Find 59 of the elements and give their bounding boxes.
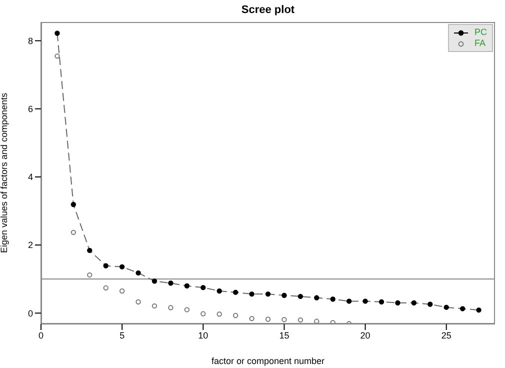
- point: [298, 294, 304, 300]
- point: [476, 307, 482, 313]
- x-axis-title: factor or component number: [211, 356, 325, 366]
- point: [70, 202, 76, 208]
- x-tick-label: 5: [120, 330, 125, 340]
- point: [444, 304, 449, 310]
- point: [70, 230, 76, 236]
- y-tick-label: 0: [28, 308, 33, 318]
- point: [460, 306, 466, 312]
- y-axis-title: Eigen values of factors and components: [0, 92, 10, 253]
- chart-title: Scree plot: [240, 4, 296, 16]
- x-tick-label: 10: [198, 330, 208, 340]
- point: [168, 305, 174, 310]
- x-tick-label: 0: [38, 330, 44, 340]
- point: [282, 292, 287, 298]
- point: [200, 311, 206, 316]
- y-tick-label: 8: [28, 36, 33, 46]
- point: [428, 302, 433, 307]
- point: [184, 307, 190, 312]
- point: [378, 299, 384, 304]
- point: [136, 299, 141, 304]
- point: [265, 316, 271, 322]
- y-tick-label: 2: [28, 240, 33, 250]
- point: [87, 272, 92, 278]
- point: [54, 53, 60, 59]
- point: [200, 284, 206, 290]
- legend-label: PC: [474, 27, 487, 38]
- x-tick-label: 25: [441, 330, 452, 340]
- point: [346, 298, 352, 304]
- point: [314, 295, 320, 300]
- point: [330, 296, 336, 302]
- legend-label: FA: [474, 38, 486, 49]
- point: [411, 300, 417, 306]
- point: [265, 291, 271, 297]
- point: [232, 290, 238, 295]
- point: [152, 278, 158, 284]
- point: [249, 291, 254, 297]
- point: [282, 316, 287, 322]
- point: [168, 280, 174, 286]
- point: [184, 283, 190, 288]
- point: [54, 30, 60, 36]
- x-tick-label: 20: [360, 330, 370, 340]
- x-tick-label: 15: [279, 330, 290, 340]
- point: [362, 298, 368, 304]
- point: [298, 317, 304, 323]
- point: [232, 312, 238, 318]
- y-tick-label: 4: [28, 172, 33, 182]
- point: [249, 316, 254, 322]
- point: [152, 303, 158, 309]
- point: [119, 264, 125, 270]
- point: [136, 270, 141, 276]
- point: [87, 248, 92, 254]
- y-tick-label: 6: [28, 104, 33, 114]
- point: [103, 263, 108, 268]
- point: [103, 285, 108, 291]
- point: [395, 300, 400, 306]
- point: [216, 288, 222, 294]
- point: [216, 312, 222, 317]
- point: [119, 288, 125, 294]
